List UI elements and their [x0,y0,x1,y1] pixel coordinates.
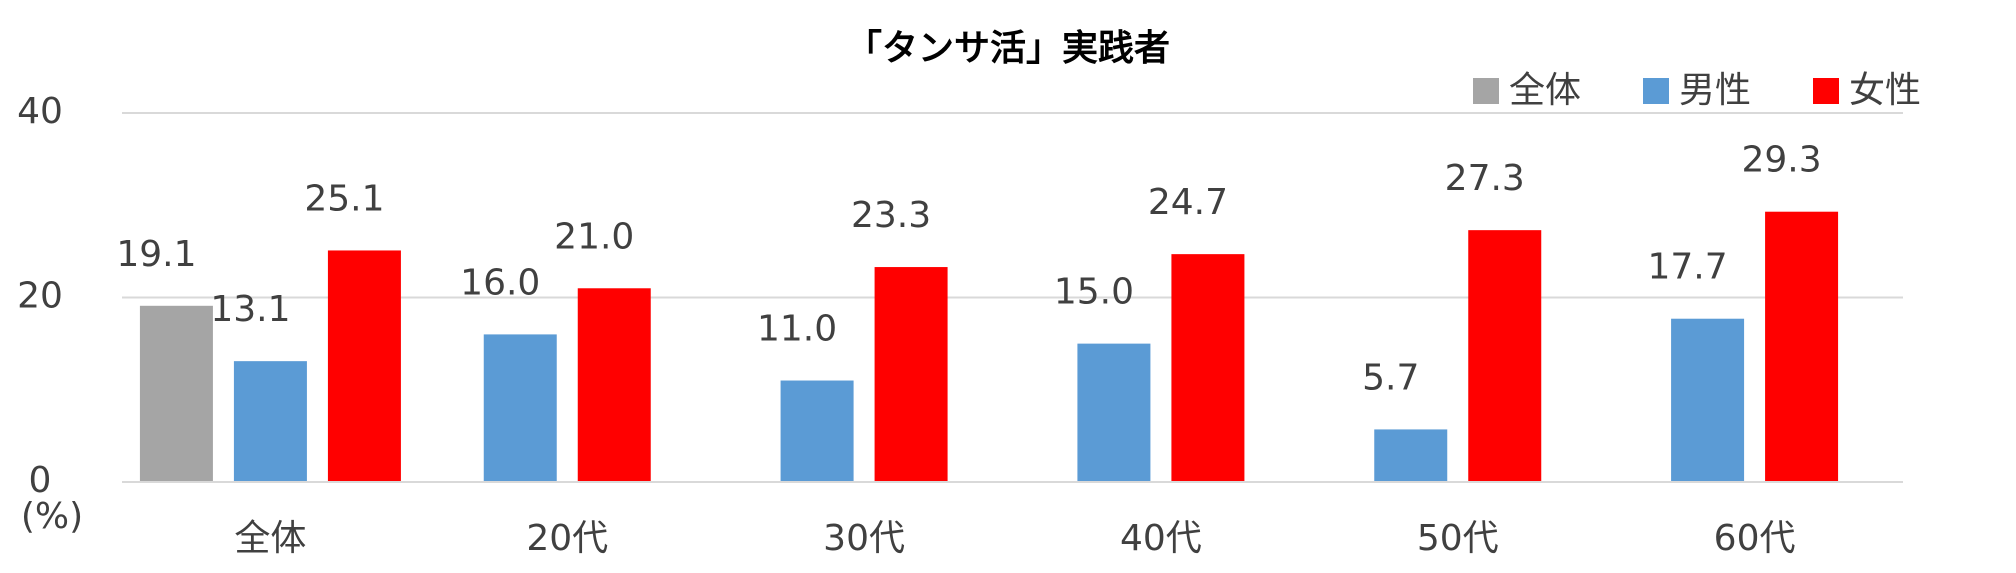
bar [1374,429,1448,482]
legend-swatch [1813,78,1839,104]
x-tick-label: 全体 [234,518,306,559]
value-label: 11.0 [757,309,837,350]
bar [577,288,651,482]
bar [139,305,213,482]
value-label: 25.1 [304,178,384,219]
value-label: 24.7 [1148,182,1228,223]
legend-label: 男性 [1679,70,1751,111]
y-tick-label: 0 [29,460,52,501]
value-label: 23.3 [851,195,931,236]
bar [1077,343,1151,482]
y-tick-label: 20 [17,276,63,317]
value-label: 21.0 [554,216,634,257]
legend-swatch [1473,78,1499,104]
bar [233,361,307,482]
y-tick-label: 40 [17,91,63,132]
value-label: 15.0 [1054,272,1134,313]
bar [1171,254,1245,482]
bar [780,380,854,482]
x-tick-label: 20代 [526,518,608,559]
value-label: 16.0 [460,262,540,303]
legend-label: 全体 [1509,70,1581,111]
value-label: 5.7 [1362,357,1419,398]
x-tick-label: 30代 [823,518,905,559]
bar [327,250,401,482]
bar [1468,230,1542,482]
bar [874,267,948,482]
legend-label: 女性 [1849,70,1921,111]
bar [1765,211,1839,482]
legend-swatch [1643,78,1669,104]
value-label: 13.1 [210,289,290,330]
value-label: 17.7 [1648,247,1728,288]
x-tick-label: 60代 [1714,518,1796,559]
chart-title: 「タンサ活」実践者 [846,28,1170,69]
x-tick-label: 40代 [1120,518,1202,559]
x-tick-label: 50代 [1417,518,1499,559]
value-label: 19.1 [116,234,196,275]
bar [483,334,557,482]
bar [1671,318,1745,482]
value-label: 27.3 [1445,158,1525,199]
y-axis-label: (%) [21,496,83,537]
value-label: 29.3 [1742,140,1822,181]
